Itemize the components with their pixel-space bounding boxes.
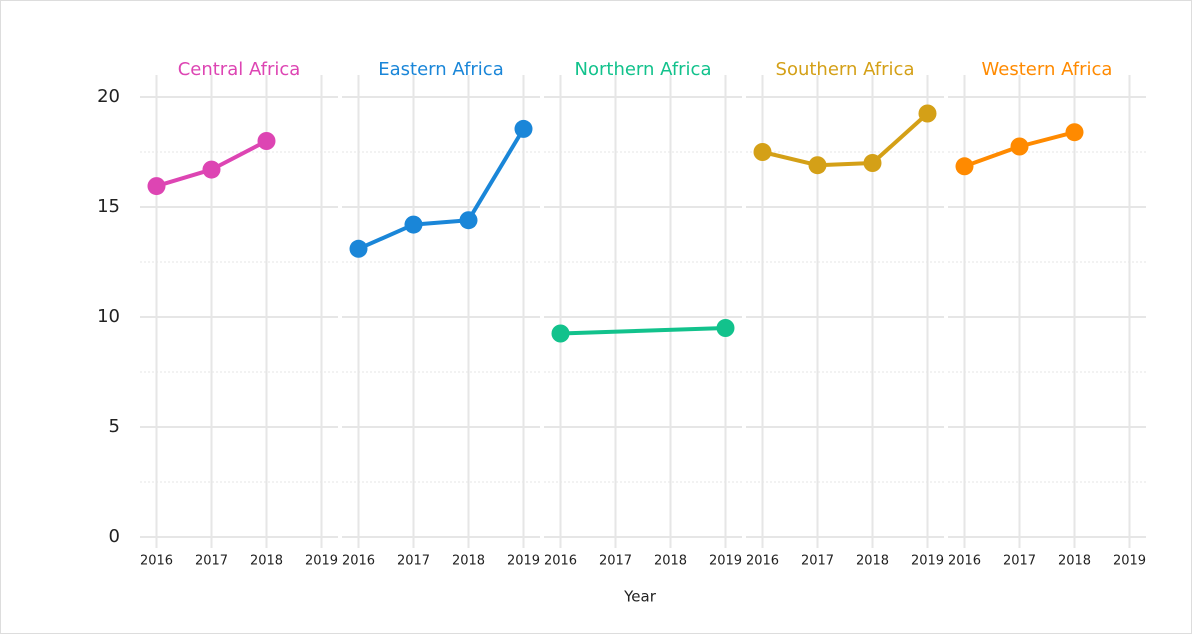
point [404, 215, 423, 234]
point [955, 157, 974, 176]
point [918, 104, 937, 123]
panel-title: Eastern Africa [378, 59, 503, 80]
point [459, 211, 478, 230]
x-tick-label: 2016 [140, 554, 173, 569]
x-tick-label: 2018 [856, 554, 889, 569]
y-tick-label: 20 [97, 86, 120, 107]
point [202, 160, 221, 179]
point [514, 119, 533, 138]
x-tick-label: 2018 [452, 554, 485, 569]
x-tick-label: 2019 [1113, 554, 1146, 569]
point [1010, 137, 1029, 156]
x-tick-label: 2016 [746, 554, 779, 569]
panel-title: Central Africa [178, 59, 301, 80]
point [808, 156, 827, 175]
x-tick-label: 2016 [544, 554, 577, 569]
line [357, 127, 526, 251]
x-tick-label: 2017 [599, 554, 632, 569]
panel-title: Western Africa [982, 59, 1113, 80]
x-tick-label: 2016 [948, 554, 981, 569]
point [863, 154, 882, 172]
point [349, 239, 368, 258]
x-axis-label: Year [623, 588, 657, 606]
point [716, 319, 735, 337]
x-tick-label: 2017 [397, 554, 430, 569]
line [560, 326, 726, 336]
x-tick-label: 2018 [250, 554, 283, 569]
point [753, 143, 772, 161]
x-tick-label: 2018 [654, 554, 687, 569]
point [147, 177, 166, 196]
x-tick-label: 2017 [801, 554, 834, 569]
point [257, 132, 276, 150]
point [1065, 123, 1084, 142]
x-tick-label: 2017 [1003, 554, 1036, 569]
line [762, 112, 929, 168]
x-tick-label: 2018 [1058, 554, 1091, 569]
x-tick-label: 2019 [709, 554, 742, 569]
panel-title: Northern Africa [575, 59, 712, 80]
x-tick-label: 2019 [507, 554, 540, 569]
y-tick-label: 10 [97, 306, 120, 327]
y-tick-label: 0 [109, 526, 120, 547]
x-tick-label: 2019 [305, 554, 338, 569]
x-tick-label: 2016 [342, 554, 375, 569]
point [551, 324, 570, 343]
y-tick-label: 5 [109, 416, 120, 437]
x-tick-label: 2019 [911, 554, 944, 569]
y-tick-label: 15 [97, 196, 120, 217]
x-tick-label: 2017 [195, 554, 228, 569]
panel-title: Southern Africa [776, 59, 915, 80]
